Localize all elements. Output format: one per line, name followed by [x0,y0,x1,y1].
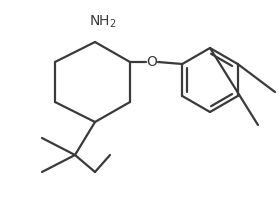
Text: O: O [146,55,157,69]
Text: NH$_2$: NH$_2$ [89,14,117,30]
